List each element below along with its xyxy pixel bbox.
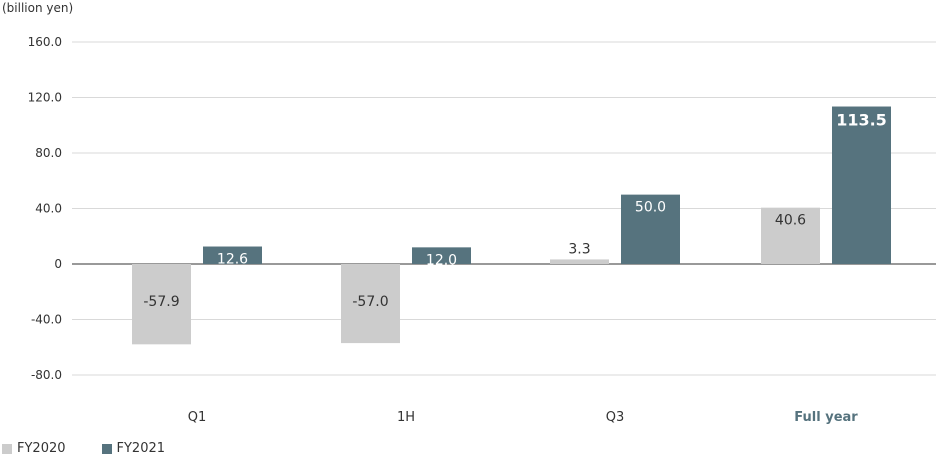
bar-fy2021-full-year	[832, 106, 891, 264]
bar-fy2021-1h	[412, 247, 471, 264]
data-label-fy2020-q3: 3.3	[568, 241, 590, 257]
x-category-label: Full year	[794, 410, 858, 425]
bar-fy2020-1h	[341, 264, 400, 344]
bar-fy2021-q1	[203, 246, 262, 264]
bars	[132, 106, 891, 345]
bar-fy2020-full-year	[761, 207, 820, 264]
x-category-label: Q1	[188, 410, 207, 425]
y-tick-label: -80.0	[31, 368, 62, 382]
data-label-fy2020-full-year: 40.6	[775, 213, 806, 229]
y-axis-unit-label: (billion yen)	[2, 1, 74, 15]
bar-fy2020-q1	[132, 264, 191, 345]
x-axis-categories: Q1 1H Q3 Full year	[188, 410, 859, 425]
data-label-fy2021-q3: 50.0	[635, 200, 666, 216]
legend-label-fy2021: FY2021	[116, 441, 166, 456]
legend-label-fy2020: FY2020	[17, 441, 66, 456]
y-tick-label: 0	[54, 257, 62, 271]
data-label-fy2021-full-year: 113.5	[836, 111, 887, 130]
data-labels: -57.9 12.6 -57.0 12.0 3.3 50.0 40.6 113.5	[143, 111, 886, 310]
y-tick-label: 40.0	[35, 202, 62, 216]
y-axis-ticks: 160.0 120.0 80.0 40.0 0 -40.0 -80.0	[28, 35, 62, 382]
legend: FY2020 FY2021	[2, 441, 201, 456]
y-tick-label: 80.0	[35, 146, 62, 160]
y-tick-label: -40.0	[31, 313, 62, 327]
y-tick-label: 160.0	[28, 35, 62, 49]
legend-swatch-fy2020	[2, 443, 12, 454]
bar-fy2021-q3	[621, 194, 680, 264]
y-tick-label: 120.0	[28, 91, 62, 105]
data-label-fy2020-1h: -57.0	[352, 294, 388, 310]
data-label-fy2021-1h: 12.0	[426, 252, 457, 268]
bar-fy2020-q3	[550, 259, 609, 264]
x-category-label: Q3	[606, 410, 625, 425]
legend-item-fy2021: FY2021	[101, 441, 166, 456]
x-category-label: 1H	[397, 410, 415, 425]
data-label-fy2021-q1: 12.6	[217, 252, 248, 268]
legend-item-fy2020: FY2020	[2, 441, 66, 456]
legend-swatch-fy2021	[101, 443, 112, 454]
data-label-fy2020-q1: -57.9	[143, 294, 179, 310]
